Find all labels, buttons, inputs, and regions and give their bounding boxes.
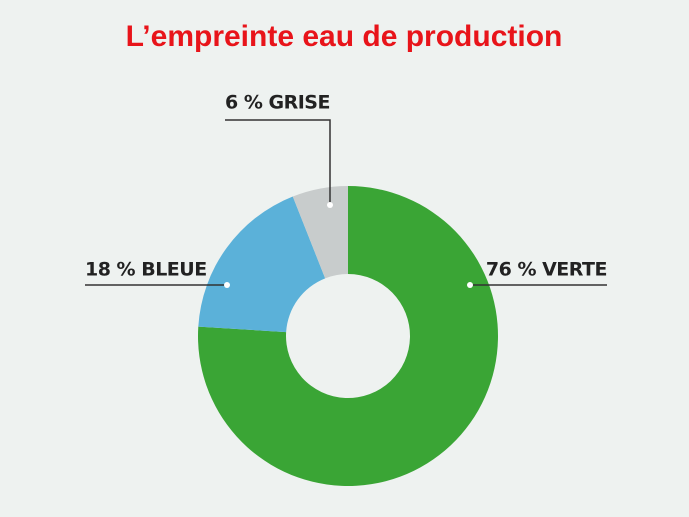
donut-segment xyxy=(292,186,348,279)
data-label: 18 % BLEUE xyxy=(85,259,207,281)
donut-segment xyxy=(198,196,326,333)
donut-segment xyxy=(198,186,499,486)
leader-dot xyxy=(327,202,333,208)
data-label: 6 % GRISE xyxy=(225,92,330,114)
leader-dot xyxy=(224,282,230,288)
leader-dot xyxy=(467,282,473,288)
chart-title: L’empreinte eau de production xyxy=(126,20,563,53)
leader-line xyxy=(225,119,331,205)
data-label: 76 % VERTE xyxy=(486,259,607,281)
